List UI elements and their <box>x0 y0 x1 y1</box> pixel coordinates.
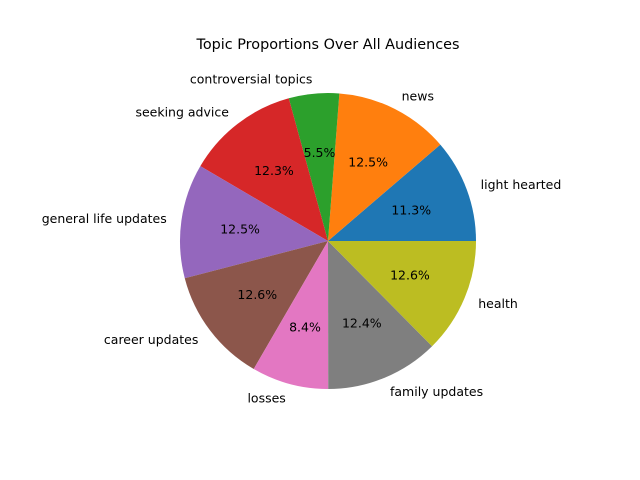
pct-label-general-life-updates: 12.5% <box>220 221 260 236</box>
pie-slice-family-updates <box>328 241 433 389</box>
slice-label-seeking-advice: seeking advice <box>135 104 229 119</box>
pct-label-light-hearted: 11.3% <box>391 203 431 218</box>
pct-label-career-updates: 12.6% <box>237 287 277 302</box>
pie-slice-controversial-topics <box>288 93 340 242</box>
slice-label-losses: losses <box>247 391 285 406</box>
slice-label-health: health <box>478 296 518 311</box>
pie-slice-general-life-updates <box>180 166 328 279</box>
pie-slice-news <box>328 93 441 241</box>
slice-label-light-hearted: light hearted <box>481 177 562 192</box>
pie-slice-losses <box>253 241 329 390</box>
pct-label-seeking-advice: 12.3% <box>254 163 294 178</box>
slice-label-career-updates: career updates <box>104 332 198 347</box>
pie-slice-seeking-advice <box>200 98 328 241</box>
slice-label-family-updates: family updates <box>390 384 483 399</box>
pie-slices <box>180 93 476 390</box>
pct-label-news: 12.5% <box>348 154 388 169</box>
slice-label-news: news <box>402 88 434 103</box>
pct-label-controversial-topics: 5.5% <box>304 145 336 160</box>
pie-slice-light-hearted <box>328 144 476 241</box>
pie-slice-health <box>328 241 476 347</box>
slice-label-controversial-topics: controversial topics <box>190 71 313 86</box>
pie-slice-career-updates <box>184 241 328 370</box>
chart-title: Topic Proportions Over All Audiences <box>195 37 459 53</box>
pct-label-family-updates: 12.4% <box>342 316 382 331</box>
slice-label-general-life-updates: general life updates <box>42 211 167 226</box>
percentage-labels: 11.3% 12.5% 5.5% 12.3% 12.5% 12.6% 8.4% 12.4% 12… <box>220 145 431 334</box>
slice-labels: light hearted news controversial topics see… <box>42 71 562 405</box>
pct-label-health: 12.6% <box>390 268 430 283</box>
pct-label-losses: 8.4% <box>289 319 321 334</box>
